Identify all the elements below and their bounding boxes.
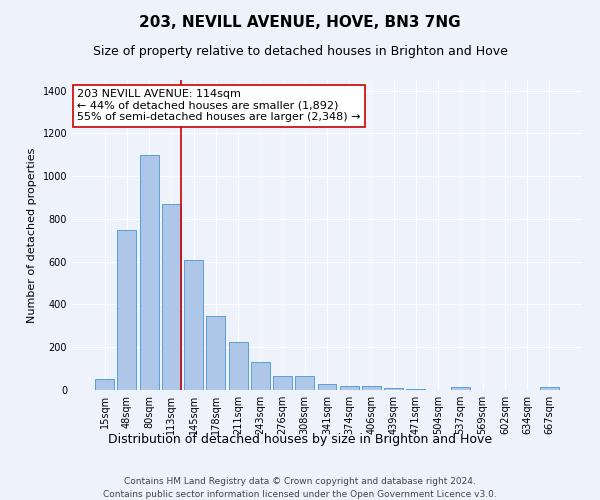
Bar (451, 388, 470, 390)
Bar (340, 386, 359, 390)
Text: Distribution of detached houses by size in Brighton and Hove: Distribution of detached houses by size … (108, 432, 492, 446)
Text: 203, NEVILL AVENUE, HOVE, BN3 7NG: 203, NEVILL AVENUE, HOVE, BN3 7NG (139, 15, 461, 30)
Text: 203 NEVILL AVENUE: 114sqm
← 44% of detached houses are smaller (1,892)
55% of se: 203 NEVILL AVENUE: 114sqm ← 44% of detac… (77, 90, 361, 122)
Text: Size of property relative to detached houses in Brighton and Hove: Size of property relative to detached ho… (92, 45, 508, 58)
Text: Contains public sector information licensed under the Open Government Licence v3: Contains public sector information licen… (103, 490, 497, 499)
Bar (229, 342, 248, 390)
Bar (295, 376, 314, 390)
Bar (317, 384, 337, 390)
Bar (384, 388, 403, 390)
Bar (95, 380, 114, 390)
Bar (206, 316, 225, 390)
Text: Contains HM Land Registry data © Crown copyright and database right 2024.: Contains HM Land Registry data © Crown c… (124, 478, 476, 486)
Bar (118, 230, 136, 390)
Bar (140, 155, 158, 390)
Bar (362, 386, 381, 390)
Bar (273, 376, 292, 390)
Bar (540, 387, 559, 390)
Bar (251, 362, 270, 390)
Bar (406, 389, 425, 390)
Y-axis label: Number of detached properties: Number of detached properties (27, 148, 37, 322)
Bar (162, 204, 181, 390)
Bar (184, 260, 203, 390)
